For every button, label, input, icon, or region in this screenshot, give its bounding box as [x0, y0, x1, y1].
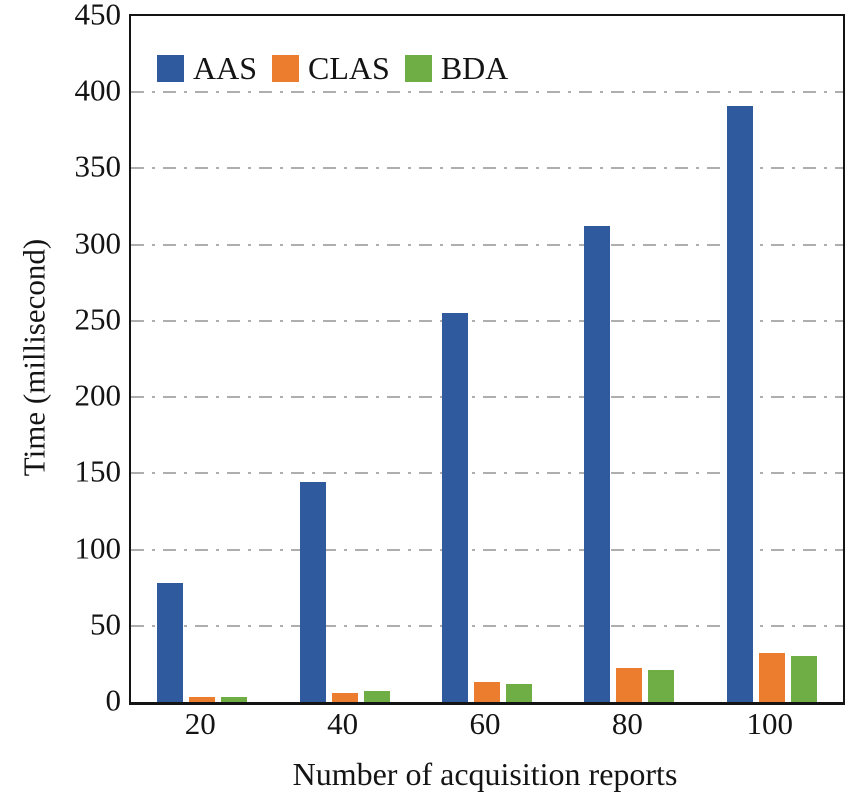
legend-swatch-icon	[157, 54, 184, 82]
gridline-200	[131, 396, 843, 399]
bar-bda-20	[221, 697, 248, 702]
y-tick-label-50: 50	[90, 606, 121, 642]
y-tick-label-100: 100	[74, 530, 122, 566]
legend-swatch-icon	[404, 54, 432, 82]
legend-item-aas: AAS	[157, 52, 257, 84]
bar-aas-20	[157, 583, 184, 702]
bar-group-60	[442, 313, 532, 702]
bar-clas-20	[189, 697, 216, 702]
bar-aas-40	[299, 482, 326, 702]
bar-clas-80	[616, 668, 643, 702]
legend-label: CLAS	[308, 50, 390, 86]
gridline-400	[131, 91, 843, 94]
gridline-350	[131, 167, 843, 170]
bar-group-80	[584, 226, 675, 702]
y-tick-label-0: 0	[105, 682, 122, 718]
bar-bda-60	[506, 684, 532, 702]
bar-bda-80	[648, 670, 675, 702]
bar-group-40	[299, 482, 390, 702]
legend: AAS CLAS BDA	[157, 52, 508, 84]
x-tick-label-60: 60	[469, 706, 501, 741]
legend-label: AAS	[193, 50, 258, 86]
legend-label: BDA	[440, 50, 509, 86]
y-tick-label-250: 250	[74, 301, 122, 337]
bar-clas-40	[331, 693, 358, 702]
gridline-250	[131, 319, 843, 322]
bar-group-100	[726, 106, 817, 702]
bar-aas-60	[442, 313, 468, 702]
gridline-300	[131, 243, 843, 246]
x-tick-label-20: 20	[184, 706, 216, 741]
gridline-150	[131, 472, 843, 475]
bar-clas-100	[758, 653, 785, 702]
legend-item-bda: BDA	[404, 50, 509, 86]
y-tick-label-350: 350	[74, 148, 122, 184]
bar-clas-60	[474, 682, 500, 702]
y-tick-label-200: 200	[74, 377, 122, 413]
legend-item-clas: CLAS	[272, 52, 390, 84]
bar-bda-100	[790, 656, 817, 702]
y-tick-label-400: 400	[74, 72, 122, 108]
plot-area: AAS CLAS BDA	[129, 14, 845, 705]
x-axis-title: Number of acquisition reports	[292, 756, 678, 792]
x-tick-label-100: 100	[746, 706, 794, 741]
bar-aas-100	[726, 106, 753, 702]
y-tick-label-300: 300	[74, 225, 122, 261]
bar-bda-40	[363, 691, 390, 702]
gridline-100	[131, 548, 843, 551]
bar-group-20	[157, 583, 248, 702]
gridline-50	[131, 624, 843, 627]
y-axis-title: Time (millisecond)	[16, 238, 52, 477]
x-tick-label-40: 40	[327, 706, 359, 741]
legend-swatch-icon	[272, 54, 300, 82]
y-tick-label-150: 150	[74, 453, 122, 489]
y-tick-label-450: 450	[74, 0, 122, 32]
bar-aas-80	[584, 226, 611, 702]
x-tick-label-80: 80	[611, 706, 643, 741]
